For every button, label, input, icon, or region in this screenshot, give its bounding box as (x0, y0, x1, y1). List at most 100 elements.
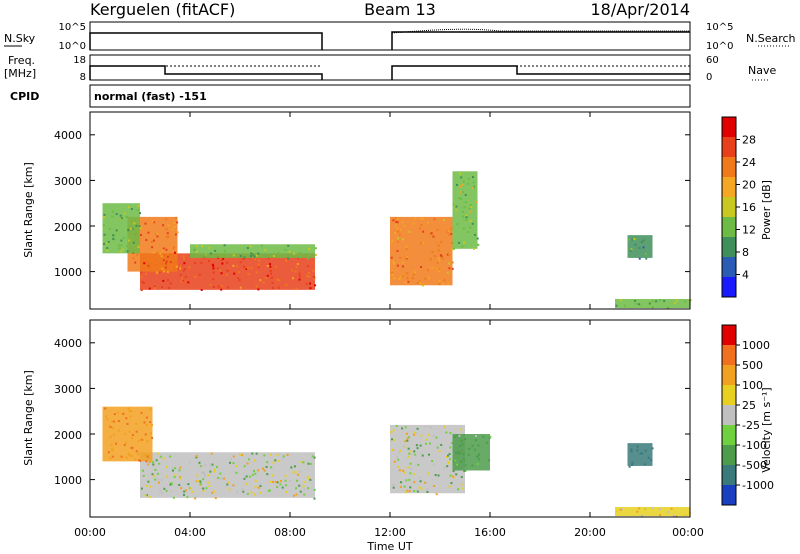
power-cell (675, 299, 678, 302)
power-cell (254, 258, 257, 261)
velocity-cell (131, 434, 134, 437)
power-cell (239, 261, 242, 264)
power-cell (305, 282, 308, 285)
power-cell (257, 263, 260, 266)
power-cell (433, 218, 436, 221)
power-cell (629, 249, 632, 252)
velocity-cell (124, 432, 127, 435)
velocity-cell (407, 436, 410, 439)
power-cell (451, 261, 454, 264)
velocity-cell (122, 412, 125, 415)
velocity-cell (460, 460, 463, 463)
power-cell (162, 270, 165, 273)
power-cell (251, 252, 254, 255)
power-cell (655, 300, 658, 303)
velocity-cell (254, 472, 257, 475)
power-cell (419, 281, 422, 284)
velocity-cell (128, 430, 131, 433)
power-cell (619, 299, 622, 302)
power-y-ticks: 4000 3000 2000 1000 (54, 129, 82, 279)
power-cell (205, 254, 208, 257)
velocity-cell (458, 452, 461, 455)
velocity-colorbar-tick-label: 1000 (742, 339, 770, 352)
power-cell (431, 266, 434, 269)
velocity-cell (417, 463, 420, 466)
velocity-cell (144, 494, 147, 497)
velocity-cell (202, 487, 205, 490)
power-cell (103, 213, 106, 216)
power-cell (437, 244, 440, 247)
power-cell (145, 272, 148, 275)
velocity-cell (488, 459, 491, 462)
power-cell (212, 267, 215, 270)
velocity-cell (457, 450, 460, 453)
velocity-cell (474, 439, 477, 442)
power-colorbar-tick-label: 4 (742, 269, 749, 282)
velocity-cell (219, 477, 222, 480)
velocity-cell (636, 510, 639, 513)
velocity-cell (446, 465, 449, 468)
velocity-cell (474, 434, 477, 437)
velocity-cell (150, 424, 153, 427)
velocity-cell (295, 493, 298, 496)
power-ytick-label: 2000 (54, 221, 82, 234)
velocity-cell (165, 465, 168, 468)
power-cell (441, 283, 444, 286)
velocity-cell (137, 440, 140, 443)
velocity-cell (456, 463, 459, 466)
velocity-cell (276, 454, 279, 457)
velocity-cell (208, 485, 211, 488)
power-cell (684, 300, 687, 303)
power-cell (162, 279, 165, 282)
power-cell (396, 237, 399, 240)
power-cell (153, 221, 156, 224)
velocity-cell (295, 487, 298, 490)
velocity-cell (392, 484, 395, 487)
velocity-cell (399, 449, 402, 452)
velocity-cell (276, 485, 279, 488)
power-cell (112, 237, 115, 240)
power-ytick-label: 3000 (54, 175, 82, 188)
velocity-cell (307, 487, 310, 490)
velocity-cell (393, 439, 396, 442)
velocity-cell (146, 455, 149, 458)
power-cell (238, 279, 241, 282)
velocity-cell (238, 453, 241, 456)
power-cell (137, 245, 140, 248)
velocity-cell (174, 473, 177, 476)
power-cell (278, 279, 281, 282)
velocity-cell (170, 490, 173, 493)
power-cell (194, 262, 197, 265)
velocity-cell (187, 483, 190, 486)
velocity-cell (406, 466, 409, 469)
power-cell (139, 233, 142, 236)
velocity-cell (408, 452, 411, 455)
velocity-cell (416, 490, 419, 493)
power-cell (276, 278, 279, 281)
power-cell (250, 266, 253, 269)
velocity-cell (424, 481, 427, 484)
power-cell (391, 273, 394, 276)
power-cell (314, 247, 317, 250)
power-cell (169, 282, 172, 285)
velocity-cell (124, 441, 127, 444)
velocity-cell (392, 429, 395, 432)
power-cell (126, 244, 129, 247)
velocity-cell (156, 452, 159, 455)
velocity-cell (276, 481, 279, 484)
power-cell (314, 284, 317, 287)
velocity-cell (254, 485, 257, 488)
power-cell (165, 228, 168, 231)
power-cell (634, 238, 637, 241)
power-cell (266, 265, 269, 268)
station-title: Kerguelen (fitACF) (90, 0, 235, 19)
power-cell (436, 228, 439, 231)
velocity-cell (285, 490, 288, 493)
velocity-colorbar-bin (722, 385, 736, 405)
velocity-cell (195, 456, 198, 459)
power-cell (153, 285, 156, 288)
power-cell (156, 252, 159, 255)
velocity-cell (450, 482, 453, 485)
power-cell (172, 247, 175, 250)
power-cell (119, 214, 122, 217)
